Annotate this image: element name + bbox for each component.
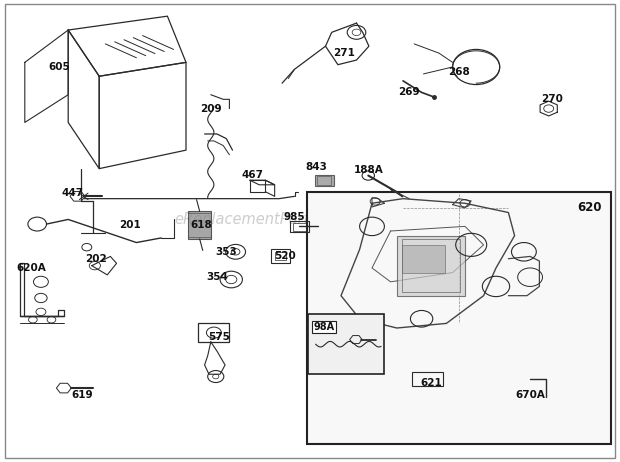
Bar	[397, 236, 465, 296]
Bar	[271, 249, 290, 263]
Text: 618: 618	[190, 220, 213, 231]
Text: 621: 621	[420, 378, 442, 389]
Text: 619: 619	[72, 390, 93, 400]
Text: 269: 269	[399, 87, 420, 97]
Text: 620A: 620A	[16, 263, 46, 273]
Text: 467: 467	[242, 170, 264, 180]
Text: 268: 268	[448, 67, 470, 77]
Bar	[198, 323, 229, 342]
Text: 620: 620	[577, 201, 601, 214]
Text: 209: 209	[200, 103, 221, 114]
Text: eReplacementParts.com: eReplacementParts.com	[174, 212, 353, 227]
Bar	[308, 314, 384, 374]
Text: 670A: 670A	[515, 390, 545, 400]
Bar	[307, 192, 611, 444]
Bar	[402, 239, 460, 292]
Text: 605: 605	[48, 62, 70, 72]
Bar	[315, 175, 334, 186]
Text: 447: 447	[61, 188, 84, 198]
Bar	[290, 221, 309, 232]
Text: 353: 353	[215, 247, 237, 257]
Text: 985: 985	[284, 212, 305, 222]
Text: 520: 520	[274, 251, 296, 261]
Text: 271: 271	[333, 48, 355, 58]
Bar	[402, 245, 445, 273]
Text: 270: 270	[541, 94, 563, 104]
Text: 188A: 188A	[354, 165, 384, 175]
Bar	[188, 211, 211, 239]
Text: 575: 575	[208, 332, 230, 342]
Text: 202: 202	[85, 254, 107, 264]
Text: 98A: 98A	[314, 322, 335, 332]
Text: 201: 201	[119, 220, 141, 231]
Bar	[275, 252, 286, 260]
Bar	[412, 372, 443, 386]
Bar	[317, 176, 331, 185]
Text: 843: 843	[305, 162, 327, 172]
Bar	[293, 223, 306, 231]
Text: 354: 354	[206, 272, 228, 282]
